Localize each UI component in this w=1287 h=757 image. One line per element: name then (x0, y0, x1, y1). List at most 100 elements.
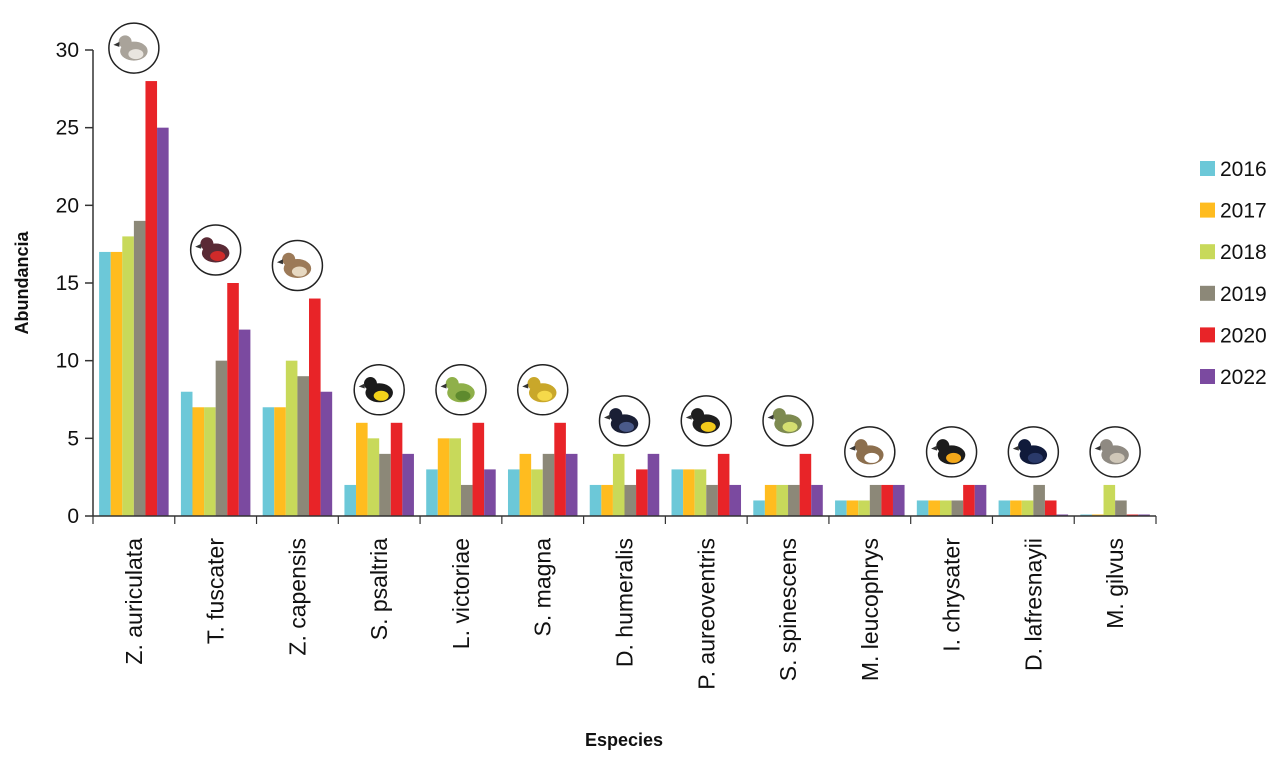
y-tick-label: 30 (56, 39, 79, 62)
bird-icons (108, 22, 1141, 478)
category-label: M. leucophrys (857, 538, 883, 681)
category-label: L. victoriae (448, 538, 474, 649)
legend-label-2019: 2019 (1220, 283, 1267, 306)
category-label: T. fuscater (203, 538, 229, 644)
bar-2019 (460, 484, 473, 516)
bar-2019 (1033, 484, 1045, 516)
bar-2016 (589, 484, 602, 516)
bar-2020 (636, 469, 648, 516)
bar-2017 (1010, 500, 1022, 516)
bar-2018 (1103, 484, 1116, 516)
sparrow-white-icon (844, 426, 896, 478)
x-axis-ticks: Z. auriculata T. fuscater Z. capensis S. ps… (92, 516, 1157, 690)
bar-2019 (133, 220, 146, 516)
bar-2016 (426, 469, 438, 516)
bar-2017 (764, 484, 777, 516)
bar-2020 (717, 453, 730, 516)
bar-2020 (145, 81, 158, 517)
bar-2022 (320, 391, 333, 516)
bar-2018 (776, 484, 789, 516)
bar-2022 (157, 127, 169, 517)
bar-2016 (671, 469, 684, 516)
bar-2020 (309, 298, 321, 516)
legend-swatch-2020 (1200, 327, 1215, 343)
bar-2017 (846, 500, 859, 516)
legend-swatch-2019 (1200, 285, 1215, 301)
meadowlark-icon (516, 364, 569, 416)
category-label: S. spinescens (775, 538, 801, 681)
y-tick-label: 25 (56, 117, 79, 140)
bar-2018 (1021, 500, 1034, 516)
bar-2016 (753, 500, 765, 516)
bar-2019 (297, 376, 310, 516)
bar-2019 (788, 484, 800, 516)
tanager-red-icon (189, 224, 242, 276)
oriole-icon (925, 426, 978, 478)
bar-2016 (998, 500, 1011, 516)
legend-label-2020: 2020 (1220, 324, 1267, 347)
bar-2022 (974, 484, 987, 516)
tanager-black-icon (1007, 426, 1060, 478)
bar-2018 (449, 438, 461, 516)
legend: 2016 2017 2018 2019 2020 2022 (1200, 158, 1267, 389)
bar-2017 (437, 438, 450, 516)
bar-2020 (472, 422, 485, 516)
bar-2016 (916, 500, 929, 516)
category-label: M. gilvus (1102, 538, 1128, 629)
bar-2017 (110, 251, 123, 516)
bar-2019 (542, 453, 555, 516)
legend-swatch-2018 (1200, 244, 1215, 260)
bar-2018 (694, 469, 707, 516)
bar-2022 (729, 484, 742, 516)
y-tick-label: 20 (56, 194, 79, 217)
category-label: S. magna (530, 538, 556, 637)
category-label: D. lafresnayii (1020, 538, 1046, 671)
bar-2022 (811, 484, 823, 516)
bar-2019 (869, 484, 882, 516)
bar-2019 (706, 484, 718, 516)
bar-2018 (939, 500, 952, 516)
plot-area (99, 81, 1150, 517)
bar-2022 (484, 469, 496, 516)
bar-2020 (1044, 500, 1057, 516)
category-label: P. aureoventris (693, 538, 719, 690)
legend-label-2017: 2017 (1220, 200, 1267, 223)
y-tick-label: 0 (67, 505, 79, 528)
bar-2018 (122, 236, 134, 516)
bar-2017 (274, 407, 286, 516)
bar-2022 (892, 484, 905, 516)
legend-label-2016: 2016 (1220, 158, 1267, 181)
y-axis-title: Abundancia (12, 231, 32, 335)
bar-2019 (379, 453, 391, 516)
bar-2017 (601, 484, 613, 516)
bar-2020 (963, 484, 975, 516)
bar-2019 (215, 360, 228, 516)
x-axis-title: Especies (585, 730, 663, 750)
mockingbird-icon (1089, 426, 1141, 478)
category-label: I. chrysater (939, 538, 965, 652)
bar-2020 (554, 422, 566, 516)
bar-2017 (519, 453, 532, 516)
bar-2019 (951, 500, 964, 516)
legend-swatch-2017 (1200, 202, 1215, 218)
dove-icon (108, 22, 160, 74)
bar-2017 (928, 500, 940, 516)
bar-2016 (180, 391, 193, 516)
legend-label-2022: 2022 (1220, 366, 1267, 389)
bar-2016 (262, 407, 275, 516)
bar-2016 (835, 500, 847, 516)
bar-2018 (612, 453, 625, 516)
goldfinch-icon (353, 364, 405, 416)
bar-2018 (858, 500, 870, 516)
category-label: Z. auriculata (121, 538, 147, 665)
y-axis-ticks: 0 5 10 15 20 25 30 (56, 39, 93, 528)
bar-2018 (531, 469, 543, 516)
legend-label-2018: 2018 (1220, 241, 1267, 264)
bar-2022 (402, 453, 414, 516)
bar-2022 (647, 453, 660, 516)
bar-2019 (624, 484, 637, 516)
bar-2017 (683, 469, 695, 516)
y-tick-label: 5 (67, 427, 79, 450)
bar-2018 (367, 438, 380, 516)
